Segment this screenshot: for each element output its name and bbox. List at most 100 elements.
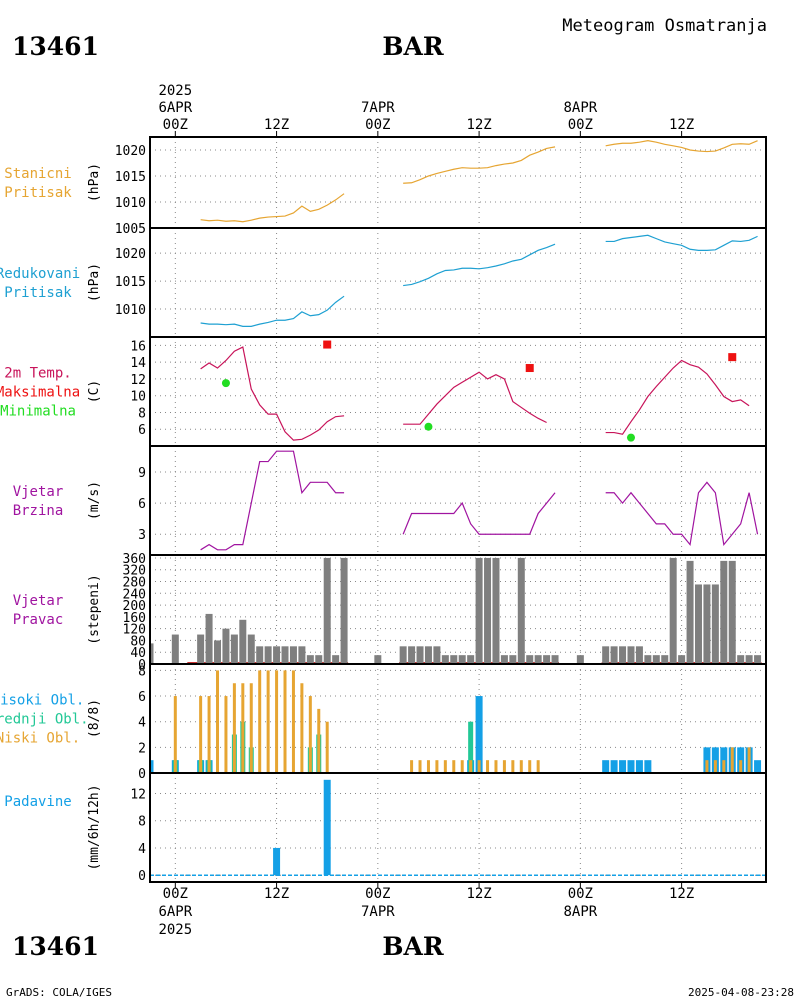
low-cloud-bar <box>291 670 295 773</box>
low-cloud-bar <box>477 760 481 773</box>
y-tick-label: 1020 <box>115 144 146 159</box>
wind-direction-bar <box>526 655 534 664</box>
panel-temperature: 6 810 12 14 16 (C) 2m Temp. Maksimalna Minimalna <box>0 336 767 447</box>
reduced_pressure-line <box>403 243 556 287</box>
low-cloud-bar <box>739 760 743 773</box>
low-cloud-bar <box>232 683 236 773</box>
panel-precipitation: 0 4 8 12 (mm/6h/12h) Padavine <box>4 772 767 884</box>
wind-direction-bar <box>534 655 542 664</box>
time-axis-label: 2025 <box>158 922 192 938</box>
wind-direction-bar <box>298 646 306 664</box>
y-tick-label: 8 <box>138 406 146 421</box>
low-cloud-bar <box>469 760 473 773</box>
y-tick-label: 1010 <box>115 196 146 211</box>
wind-direction-bar <box>306 655 314 664</box>
y-tick-label: 1015 <box>115 275 146 290</box>
cloud_cover-plot-area <box>150 664 766 773</box>
wind-direction-bar <box>737 655 745 664</box>
low-cloud-bar <box>300 683 304 773</box>
wind-direction-bar <box>416 646 424 664</box>
y-tick-label: 2 <box>138 741 146 756</box>
station_pressure-plot-area <box>150 137 766 228</box>
y-tick-label: 12 <box>130 787 146 802</box>
panel-label: 2m Temp. <box>4 366 71 382</box>
wind-direction-bar <box>627 646 635 664</box>
high-cloud-bar <box>602 760 610 773</box>
wind-direction-bar <box>408 646 416 664</box>
time-axis-label: 00Z <box>568 886 593 902</box>
low-cloud-bar <box>536 760 540 773</box>
tmin-marker <box>221 379 230 388</box>
y-tick-label: 1005 <box>115 222 146 237</box>
y-tick-label: 0 <box>138 767 146 782</box>
low-cloud-bar <box>722 760 726 773</box>
wind-direction-bar <box>458 655 466 664</box>
wind-direction-bar <box>644 655 652 664</box>
wind-direction-bar <box>467 655 475 664</box>
low-cloud-bar <box>713 760 717 773</box>
precip-bar <box>273 847 281 876</box>
low-cloud-bar <box>325 721 329 773</box>
wind-direction-bar <box>652 655 660 664</box>
low-cloud-bar <box>275 670 279 773</box>
low-cloud-bar <box>519 760 523 773</box>
y-tick-label: 200 <box>123 599 146 614</box>
y-tick-label: 0 <box>138 869 146 884</box>
panel-reduced_pressure: 1010 1015 1020 (hPa) Redukovani Pritisak <box>0 227 767 338</box>
low-cloud-bar <box>216 670 220 773</box>
wind-direction-bar <box>602 646 610 664</box>
y-tick-label: 120 <box>123 623 146 638</box>
wind-direction-bar <box>610 646 618 664</box>
station_pressure-line <box>605 140 758 153</box>
panel-label: Visoki Obl. <box>0 693 84 709</box>
low-cloud-bar <box>730 747 734 773</box>
station_pressure-line <box>403 146 556 184</box>
time-axis-label: 00Z <box>365 886 390 902</box>
wind-direction-bar <box>197 634 205 664</box>
panel-frame <box>149 227 767 338</box>
wind-direction-bar <box>492 557 500 664</box>
y-axis-label: (stepeni) <box>87 574 102 644</box>
wind-direction-bar <box>289 646 297 664</box>
wind-direction-bar <box>500 655 508 664</box>
panel-label: Stanicni <box>4 166 71 182</box>
panel-label: Niski Obl. <box>0 731 80 747</box>
wind-direction-bar <box>399 646 407 664</box>
y-tick-label: 0 <box>138 658 146 673</box>
y-tick-label: 40 <box>130 646 146 661</box>
low-cloud-bar <box>258 670 262 773</box>
low-cloud-bar <box>502 760 506 773</box>
low-cloud-bar <box>486 760 490 773</box>
high-cloud-bar <box>619 760 627 773</box>
station-id-top: 13461 <box>12 32 99 61</box>
wind-direction-bar <box>669 557 677 664</box>
y-tick-label: 240 <box>123 587 146 602</box>
low-cloud-bar <box>308 696 312 773</box>
y-tick-label: 6 <box>138 690 146 705</box>
wind_speed-plot-area <box>150 446 766 555</box>
mid-cloud-bar <box>468 721 474 773</box>
time-axis-label: 12Z <box>264 117 289 133</box>
y-tick-label: 14 <box>130 356 146 371</box>
wind-direction-bar <box>635 646 643 664</box>
y-axis-label: (hPa) <box>87 263 102 302</box>
temperature-line <box>403 371 547 425</box>
wind-direction-bar <box>205 613 213 664</box>
wind-direction-bar <box>222 628 230 664</box>
time-axis-label: 2025 <box>158 83 192 99</box>
low-cloud-bar <box>443 760 447 773</box>
panel-label: Padavine <box>4 794 71 810</box>
panel-label: Srednji Obl. <box>0 712 89 728</box>
low-cloud-bar <box>747 747 751 773</box>
credit-text: GrADS: COLA/IGES <box>6 986 112 999</box>
wind-direction-bar <box>686 560 694 664</box>
wind-direction-bar <box>678 655 686 664</box>
wind-direction-bar <box>711 584 719 664</box>
time-axis-label: 00Z <box>163 117 188 133</box>
y-axis-label: (8/8) <box>87 699 102 738</box>
low-cloud-bar <box>266 670 270 773</box>
low-cloud-bar <box>249 683 253 773</box>
wind-direction-bar <box>424 646 432 664</box>
